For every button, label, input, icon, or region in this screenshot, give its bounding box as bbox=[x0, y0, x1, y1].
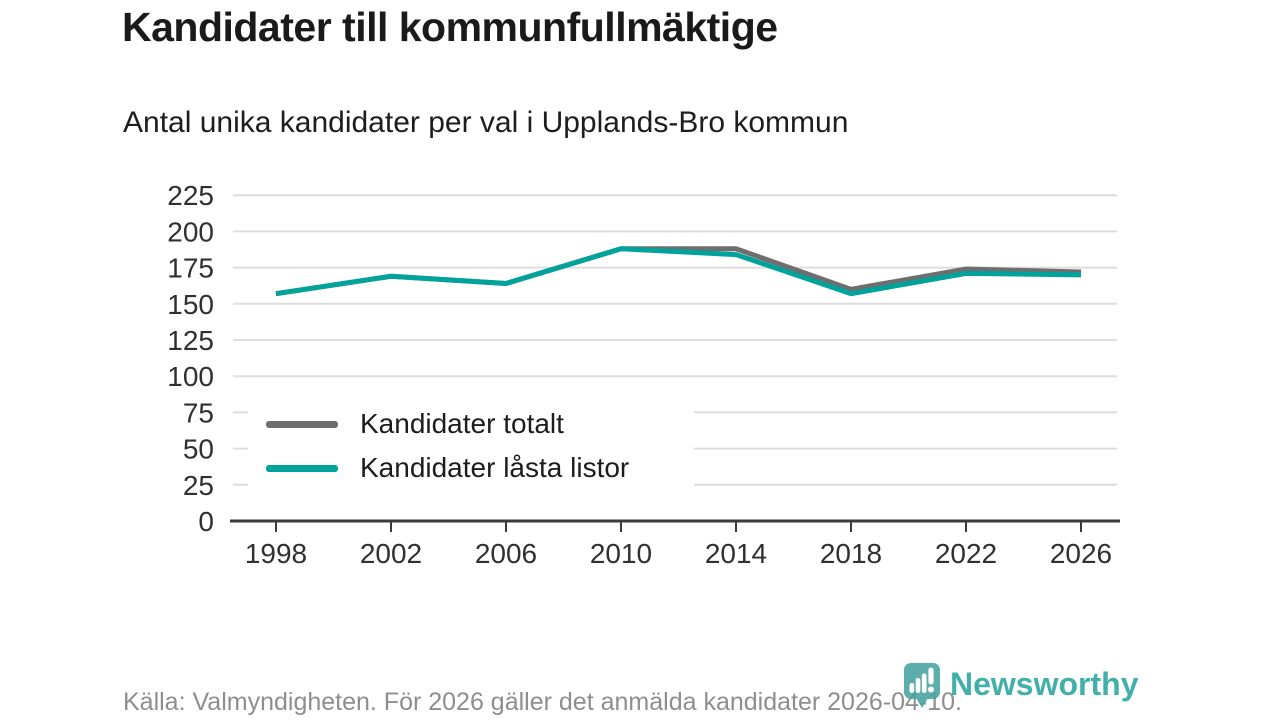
y-tick-label-100: 100 bbox=[167, 361, 214, 392]
x-tick-label-2002: 2002 bbox=[360, 538, 422, 569]
y-tick-label-25: 25 bbox=[183, 470, 214, 501]
legend-item-kandidater-totalt: Kandidater totalt bbox=[266, 402, 694, 446]
chart-legend: Kandidater totalt Kandidater låsta listo… bbox=[248, 400, 694, 492]
x-tick-label-2026: 2026 bbox=[1050, 538, 1112, 569]
y-tick-label-75: 75 bbox=[183, 397, 214, 428]
legend-swatch-kandidater-lasta-listor bbox=[266, 464, 338, 472]
legend-swatch-kandidater-totalt bbox=[266, 420, 338, 428]
y-tick-label-50: 50 bbox=[183, 434, 214, 465]
newsworthy-logo: Newsworthy bbox=[903, 662, 1138, 712]
x-tick-label-2018: 2018 bbox=[820, 538, 882, 569]
y-tick-label-225: 225 bbox=[167, 180, 214, 211]
y-tick-label-150: 150 bbox=[167, 289, 214, 320]
legend-item-kandidater-lasta-listor: Kandidater låsta listor bbox=[266, 446, 694, 490]
legend-label: Kandidater totalt bbox=[360, 408, 564, 439]
series-line-kandidater-totalt bbox=[275, 246, 1082, 297]
y-tick-label-200: 200 bbox=[167, 216, 214, 247]
x-tick-label-2014: 2014 bbox=[705, 538, 767, 569]
x-tick-label-2022: 2022 bbox=[935, 538, 997, 569]
x-tick-label-1998: 1998 bbox=[245, 538, 307, 569]
chart-title: Kandidater till kommunfullmäktige bbox=[122, 4, 778, 50]
source-note: Källa: Valmyndigheten. För 2026 gäller d… bbox=[123, 688, 962, 716]
x-tick-label-2006: 2006 bbox=[475, 538, 537, 569]
series-line-kandidater-l-sta-listor bbox=[275, 246, 1082, 297]
newsworthy-logo-text: Newsworthy bbox=[950, 665, 1139, 702]
y-tick-label-125: 125 bbox=[167, 325, 214, 356]
x-tick-label-2010: 2010 bbox=[590, 538, 652, 569]
newsworthy-pin-icon bbox=[904, 663, 940, 708]
legend-label: Kandidater låsta listor bbox=[360, 452, 630, 483]
chart-subtitle: Antal unika kandidater per val i Uppland… bbox=[123, 106, 849, 139]
y-tick-label-0: 0 bbox=[198, 506, 214, 537]
y-tick-label-175: 175 bbox=[167, 253, 214, 284]
